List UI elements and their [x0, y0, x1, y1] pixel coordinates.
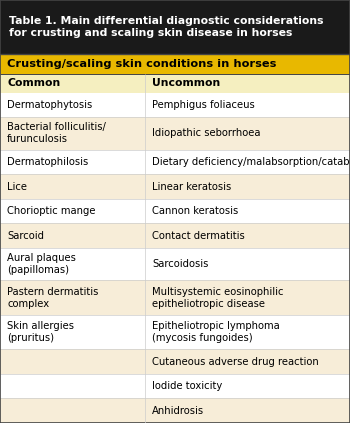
- Text: Aural plaques
(papillomas): Aural plaques (papillomas): [7, 253, 76, 275]
- Bar: [145, 199, 350, 223]
- Bar: [0, 150, 145, 174]
- Bar: [145, 374, 350, 398]
- Text: Cannon keratosis: Cannon keratosis: [152, 206, 238, 216]
- Text: Bacterial folliculitis/
furunculosis: Bacterial folliculitis/ furunculosis: [7, 122, 106, 144]
- Bar: [0, 223, 145, 248]
- Bar: [0, 54, 350, 74]
- Text: Iodide toxicity: Iodide toxicity: [152, 381, 223, 391]
- Bar: [0, 374, 145, 398]
- Bar: [145, 248, 350, 280]
- Bar: [0, 174, 145, 199]
- Text: Dermatophytosis: Dermatophytosis: [7, 100, 92, 110]
- Bar: [0, 117, 145, 150]
- Text: Dermatophilosis: Dermatophilosis: [7, 157, 88, 167]
- Bar: [145, 150, 350, 174]
- Text: Pastern dermatitis
complex: Pastern dermatitis complex: [7, 287, 98, 309]
- Bar: [0, 398, 145, 423]
- Text: Anhidrosis: Anhidrosis: [152, 406, 204, 416]
- Bar: [0, 280, 145, 315]
- Bar: [145, 349, 350, 374]
- Bar: [0, 349, 145, 374]
- Text: Crusting/scaling skin conditions in horses: Crusting/scaling skin conditions in hors…: [7, 58, 276, 69]
- Bar: [145, 74, 350, 93]
- Text: Linear keratosis: Linear keratosis: [152, 181, 231, 192]
- Text: Common: Common: [7, 78, 60, 88]
- Text: Contact dermatitis: Contact dermatitis: [152, 231, 245, 241]
- Bar: [145, 223, 350, 248]
- Text: Uncommon: Uncommon: [152, 78, 220, 88]
- Bar: [145, 117, 350, 150]
- Bar: [0, 0, 350, 54]
- Text: Dietary deficiency/malabsorption/catabolism: Dietary deficiency/malabsorption/catabol…: [152, 157, 350, 167]
- Text: Sarcoidosis: Sarcoidosis: [152, 259, 209, 269]
- Text: Pemphigus foliaceus: Pemphigus foliaceus: [152, 100, 255, 110]
- Text: Idiopathic seborrhoea: Idiopathic seborrhoea: [152, 129, 261, 138]
- Text: Sarcoid: Sarcoid: [7, 231, 44, 241]
- Bar: [0, 315, 145, 349]
- Bar: [145, 398, 350, 423]
- Bar: [0, 74, 145, 93]
- Bar: [0, 199, 145, 223]
- Text: Epitheliotropic lymphoma
(mycosis fungoides): Epitheliotropic lymphoma (mycosis fungoi…: [152, 321, 280, 343]
- Bar: [145, 280, 350, 315]
- Bar: [145, 93, 350, 117]
- Text: Multisystemic eosinophilic
epitheliotropic disease: Multisystemic eosinophilic epitheliotrop…: [152, 287, 284, 309]
- Text: Skin allergies
(pruritus): Skin allergies (pruritus): [7, 321, 74, 343]
- Text: Lice: Lice: [7, 181, 27, 192]
- Bar: [0, 248, 145, 280]
- Bar: [145, 174, 350, 199]
- Text: Table 1. Main differential diagnostic considerations
for crusting and scaling sk: Table 1. Main differential diagnostic co…: [9, 16, 323, 38]
- Text: Cutaneous adverse drug reaction: Cutaneous adverse drug reaction: [152, 357, 319, 367]
- Text: Chorioptic mange: Chorioptic mange: [7, 206, 96, 216]
- Bar: [0, 93, 145, 117]
- Bar: [145, 315, 350, 349]
